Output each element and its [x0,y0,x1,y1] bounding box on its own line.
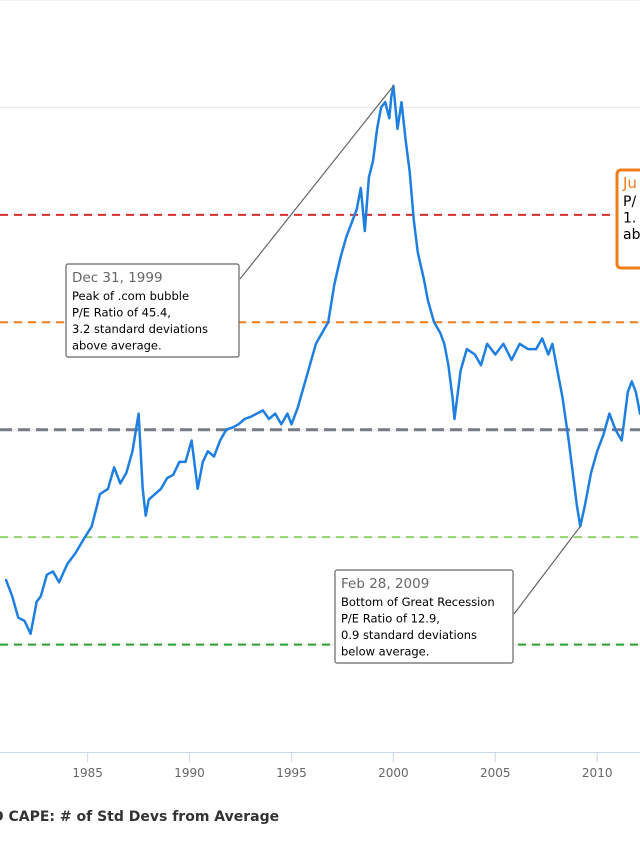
annotation-line: 1. [623,211,636,227]
annotation-box: Feb 28, 2009 Bottom of Great Recession P/E… [334,569,514,664]
series-layer [4,84,640,636]
x-axis: 1985 1990 1995 2000 2005 2010 [0,752,640,780]
annotation-title: Ju [622,174,637,192]
reference-lines [0,213,640,646]
annotation-box: Ju P/1.ab [615,168,640,270]
annotation-frame [615,168,640,270]
x-tick-label: 2005 [480,766,511,780]
annotation-line: ab [623,227,640,243]
annotation-connector [513,526,581,615]
x-tick-label: 1985 [72,766,103,780]
annotation-line: below average. [341,645,429,659]
x-tick-label: 2000 [378,766,409,780]
x-tick-label: 1990 [174,766,205,780]
x-tick-label: 2010 [582,766,613,780]
annotation-line: P/ [623,194,636,210]
annotation-line: 3.2 standard deviations [72,322,208,336]
legend-label[interactable]: D CAPE: # of Std Devs from Average [0,809,279,825]
annotation-line: P/E Ratio of 45.4, [72,306,171,320]
x-tick-label: 1995 [276,766,307,780]
legend[interactable]: D CAPE: # of Std Devs from Average [0,809,279,825]
annotation-frame [65,263,240,358]
annotation-line: above average. [72,339,162,353]
annotation-line: P/E Ratio of 12.9, [341,612,440,626]
annotation-line: 0.9 standard deviations [341,628,477,642]
annotation-frame [334,569,514,664]
annotation-line: Peak of .com bubble [72,289,189,303]
series-line[interactable] [4,84,640,636]
annotation-connector [239,85,394,280]
annotation-line: Bottom of Great Recession [341,595,495,609]
annotation-title: Dec 31, 1999 [72,270,163,286]
annotation-title: Feb 28, 2009 [341,576,429,592]
annotation-box: Dec 31, 1999 Peak of .com bubble P/E Ratio… [65,263,240,358]
annotation-connectors [239,85,581,615]
annotations: Dec 31, 1999 Peak of .com bubble P/E Ratio… [65,168,640,664]
